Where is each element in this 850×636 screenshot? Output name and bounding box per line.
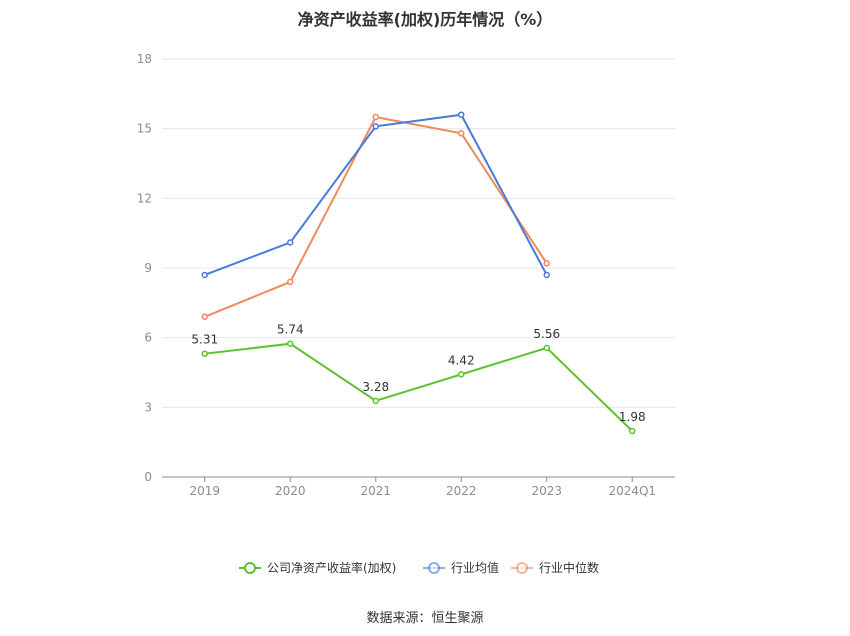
data-point[interactable] <box>543 344 550 352</box>
series-line-1 <box>204 113 548 276</box>
data-label: 1.98 <box>619 410 646 424</box>
data-label: 5.74 <box>277 323 304 337</box>
data-point[interactable] <box>287 340 294 347</box>
data-point[interactable] <box>458 371 465 378</box>
data-label: 3.28 <box>362 380 389 394</box>
x-tick-label: 2019 <box>189 484 220 498</box>
y-tick-label: 9 <box>144 261 152 275</box>
legend[interactable]: 公司净资产收益率(加权) 行业均值 行业中位数 <box>239 560 599 575</box>
series-2 <box>201 113 550 321</box>
chart-title: 净资产收益率(加权)历年情况（%） <box>297 10 553 29</box>
series-line-2 <box>204 115 548 318</box>
grid-lines <box>162 58 675 408</box>
y-tick-label: 18 <box>137 52 152 66</box>
data-point[interactable] <box>543 271 550 279</box>
x-tick-label: 2022 <box>446 484 477 498</box>
data-point[interactable] <box>201 350 208 357</box>
legend-item-0[interactable]: 公司净资产收益率(加权) <box>239 560 396 575</box>
data-label: 5.31 <box>191 333 218 347</box>
series-1 <box>201 111 550 279</box>
data-labels: 5.31 5.74 3.28 4.42 5.56 1.98 <box>191 323 645 424</box>
y-tick-label: 3 <box>144 400 152 414</box>
x-tick-label: 2021 <box>360 484 391 498</box>
legend-swatch-marker <box>244 562 256 574</box>
legend-label: 行业中位数 <box>539 560 599 575</box>
data-point[interactable] <box>372 123 379 130</box>
y-tick-label: 12 <box>137 191 152 205</box>
x-tick-label: 2020 <box>275 484 306 498</box>
data-point[interactable] <box>458 111 465 118</box>
y-tick-label: 0 <box>144 470 152 484</box>
series-line-0 <box>204 342 633 432</box>
legend-label: 公司净资产收益率(加权) <box>267 560 396 575</box>
legend-item-1[interactable]: 行业均值 <box>423 560 499 575</box>
series-0 <box>201 340 636 435</box>
data-point[interactable] <box>629 427 636 435</box>
legend-swatch-marker <box>428 562 440 574</box>
legend-label: 行业均值 <box>451 560 499 575</box>
y-tick-label: 6 <box>144 331 152 345</box>
data-point[interactable] <box>372 113 379 121</box>
data-label: 4.42 <box>448 353 475 367</box>
data-point[interactable] <box>287 278 294 286</box>
axes: 0 3 6 9 12 15 18 2019 2020 2021 2022 2023 2024Q1 <box>137 52 675 498</box>
data-point[interactable] <box>287 239 294 246</box>
y-tick-label: 15 <box>137 122 152 136</box>
x-tick-label: 2023 <box>531 484 562 498</box>
data-point[interactable] <box>201 271 208 279</box>
legend-swatch-marker <box>516 562 528 574</box>
series-lines <box>201 111 636 435</box>
data-point[interactable] <box>458 130 465 137</box>
data-point[interactable] <box>543 260 550 267</box>
data-point[interactable] <box>372 397 379 405</box>
legend-item-2[interactable]: 行业中位数 <box>511 560 599 575</box>
data-point[interactable] <box>201 313 208 321</box>
data-label: 5.56 <box>533 327 560 341</box>
data-source: 数据来源：恒生聚源 <box>366 611 484 626</box>
x-tick-label: 2024Q1 <box>608 484 656 498</box>
